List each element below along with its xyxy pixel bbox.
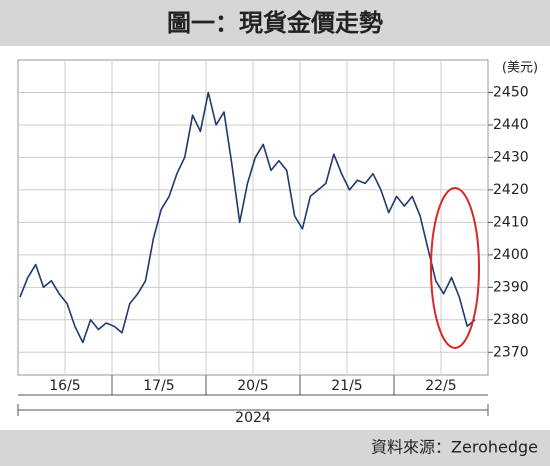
chart-title: 圖一：現貨金價走勢: [167, 9, 383, 37]
y-tick-label: 2380: [493, 312, 529, 328]
price-line: [19, 91, 476, 344]
title-bar: [0, 0, 550, 46]
y-tick-label: 2400: [493, 247, 529, 263]
x-tick-label: 21/5: [331, 378, 362, 394]
y-tick-label: 2440: [493, 117, 529, 133]
x-tick-label: 22/5: [425, 378, 456, 394]
footer: [0, 430, 550, 466]
y-tick-label: 2410: [493, 214, 529, 230]
source: 資料來源：Zerohedge: [371, 438, 538, 457]
highlight-ellipse: [430, 187, 480, 349]
x-tick-label: 20/5: [237, 378, 268, 394]
y-tick-label: 2430: [493, 149, 529, 165]
y-unit: (美元): [502, 61, 538, 76]
y-tick-label: 2450: [493, 84, 529, 100]
y-tick-label: 2390: [493, 279, 529, 295]
x-tick-label: 16/5: [49, 378, 80, 394]
x-tick-label: 17/5: [143, 378, 174, 394]
year-label: 2024: [235, 410, 271, 426]
y-tick-label: 2420: [493, 182, 529, 198]
y-tick-label: 2370: [493, 344, 529, 360]
